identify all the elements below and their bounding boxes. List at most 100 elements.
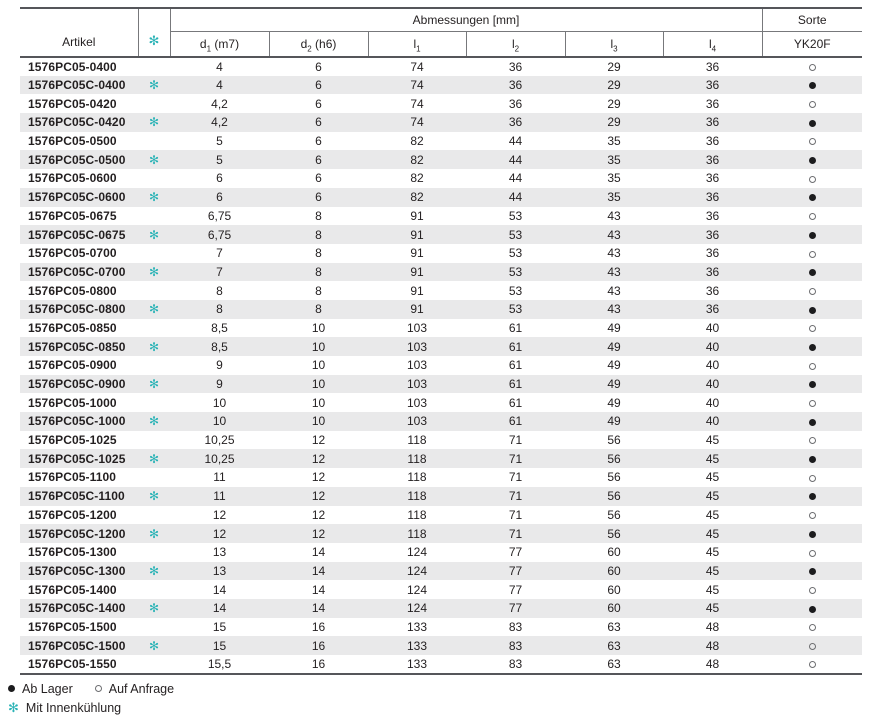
dim-cell-l2: 36 <box>508 115 523 130</box>
dim-cell-d1: 4,2 <box>211 96 228 111</box>
dim-cell-d2: 10 <box>311 414 326 429</box>
coolant-cell-empty <box>138 618 170 637</box>
dim-cell-l1: 74 <box>410 59 424 74</box>
dim-cell-d2: 6 <box>315 190 322 205</box>
dim-cell-l1: 74 <box>410 96 424 111</box>
dim-cell-d2: 12 <box>311 470 326 485</box>
coolant-cell-empty <box>138 356 170 375</box>
dim-cell-l1: 133 <box>406 638 428 653</box>
dim-label: l <box>708 36 712 51</box>
dim-sub: 1 <box>206 44 212 54</box>
availability-cell <box>762 506 862 525</box>
dim-cell-d2: 16 <box>311 656 326 671</box>
dim-cell-l1: 118 <box>407 489 427 504</box>
dim-cell-d2: 16 <box>311 638 326 653</box>
availability-cell <box>762 412 862 431</box>
table-row: 1576PC05C-1200 ✻ 12 12 118 71 56 45 <box>20 524 862 543</box>
dim-cell-l2: 53 <box>508 227 523 242</box>
dim-cell-l1: 82 <box>410 152 424 167</box>
column-header-l2: l2 <box>466 31 566 57</box>
dim-cell-l2: 71 <box>508 489 523 504</box>
dim-cell-l3: 29 <box>607 115 621 130</box>
group-header-dimensions: Abmessungen [mm] <box>170 8 763 32</box>
article-number: 1576PC05C-0700 <box>28 264 126 279</box>
coolant-icon: ✻ <box>148 152 160 167</box>
availability-dot <box>808 661 816 669</box>
dim-cell-d1: 10 <box>212 395 227 410</box>
legend-ab-lager-label: Ab Lager <box>22 681 73 696</box>
dim-cell-l4: 36 <box>705 96 720 111</box>
dim-cell-l2: 61 <box>508 377 523 392</box>
dim-cell-l3: 56 <box>607 507 621 522</box>
availability-cell <box>762 543 862 562</box>
availability-cell <box>762 431 862 450</box>
article-number: 1576PC05-1400 <box>28 582 117 597</box>
dim-cell-d2: 6 <box>315 152 322 167</box>
table-row: 1576PC05C-0400 ✻ 4 6 74 36 29 36 <box>20 75 862 95</box>
dim-cell-l4: 36 <box>705 152 720 167</box>
dim-cell-d1: 8 <box>216 283 223 298</box>
coolant-cell-empty <box>138 132 170 151</box>
dim-cell-l4: 36 <box>705 302 720 317</box>
dim-cell-d1: 10,25 <box>204 451 235 466</box>
availability-dot <box>808 343 816 351</box>
article-number: 1576PC05-1025 <box>28 433 117 448</box>
dim-cell-l3: 43 <box>607 227 621 242</box>
coolant-icon: ✻ <box>148 227 160 242</box>
dim-cell-l3: 35 <box>607 152 621 167</box>
coolant-icon: ✻ <box>148 451 160 466</box>
dim-cell-l1: 103 <box>406 414 428 429</box>
article-number: 1576PC05C-1025 <box>28 451 126 466</box>
availability-dot <box>808 493 816 501</box>
dim-cell-l2: 71 <box>508 451 523 466</box>
dim-cell-l2: 71 <box>508 470 523 485</box>
dim-cell-l3: 29 <box>607 59 621 74</box>
dim-cell-l4: 45 <box>705 563 720 578</box>
dim-cell-d1: 6 <box>216 190 223 205</box>
coolant-icon: ✻ <box>148 414 160 429</box>
dim-cell-d1: 9 <box>216 377 223 392</box>
coolant-cell-empty <box>138 94 170 113</box>
coolant-cell-empty <box>138 580 170 599</box>
dim-label: l <box>610 36 614 51</box>
dim-cell-l2: 77 <box>508 563 523 578</box>
availability-cell <box>762 599 862 618</box>
coolant-icon: ✻ <box>148 526 160 541</box>
dim-cell-l4: 48 <box>705 619 720 634</box>
article-number: 1576PC05-0900 <box>28 358 117 373</box>
dim-cell-l3: 63 <box>607 656 621 671</box>
availability-cell <box>762 300 862 319</box>
dim-cell-l2: 77 <box>508 545 523 560</box>
availability-dot <box>808 287 816 295</box>
article-number: 1576PC05C-0400 <box>28 78 126 93</box>
article-number: 1576PC05C-0800 <box>28 302 126 317</box>
availability-dot <box>808 474 816 482</box>
dim-cell-d2: 16 <box>311 619 326 634</box>
dim-cell-d2: 8 <box>315 264 322 279</box>
dim-cell-l2: 71 <box>508 433 523 448</box>
dim-cell-d1: 8,5 <box>211 339 228 354</box>
availability-dot <box>808 64 816 72</box>
dim-cell-l3: 49 <box>607 377 621 392</box>
dim-cell-l2: 71 <box>508 526 523 541</box>
dim-cell-d1: 10,25 <box>204 433 235 448</box>
dim-cell-l3: 56 <box>607 489 621 504</box>
dim-cell-l1: 91 <box>410 227 424 242</box>
legend-coolant: ✻ Mit Innenkühlung <box>8 700 871 715</box>
dim-cell-l4: 45 <box>705 526 720 541</box>
dim-cell-l4: 40 <box>705 395 720 410</box>
dim-cell-d2: 12 <box>311 507 326 522</box>
availability-dot <box>808 362 816 370</box>
article-number: 1576PC05C-1200 <box>28 526 126 541</box>
dim-cell-d2: 6 <box>315 134 322 149</box>
dim-cell-d2: 12 <box>311 451 326 466</box>
coolant-cell-empty <box>138 207 170 226</box>
availability-cell <box>762 207 862 226</box>
dim-cell-l2: 77 <box>508 601 523 616</box>
article-number: 1576PC05C-0500 <box>28 152 126 167</box>
dim-cell-l2: 53 <box>508 246 523 261</box>
dim-cell-l4: 45 <box>705 433 720 448</box>
dim-cell-l2: 83 <box>508 619 523 634</box>
dim-cell-l2: 44 <box>508 152 523 167</box>
coolant-cell-empty <box>138 543 170 562</box>
